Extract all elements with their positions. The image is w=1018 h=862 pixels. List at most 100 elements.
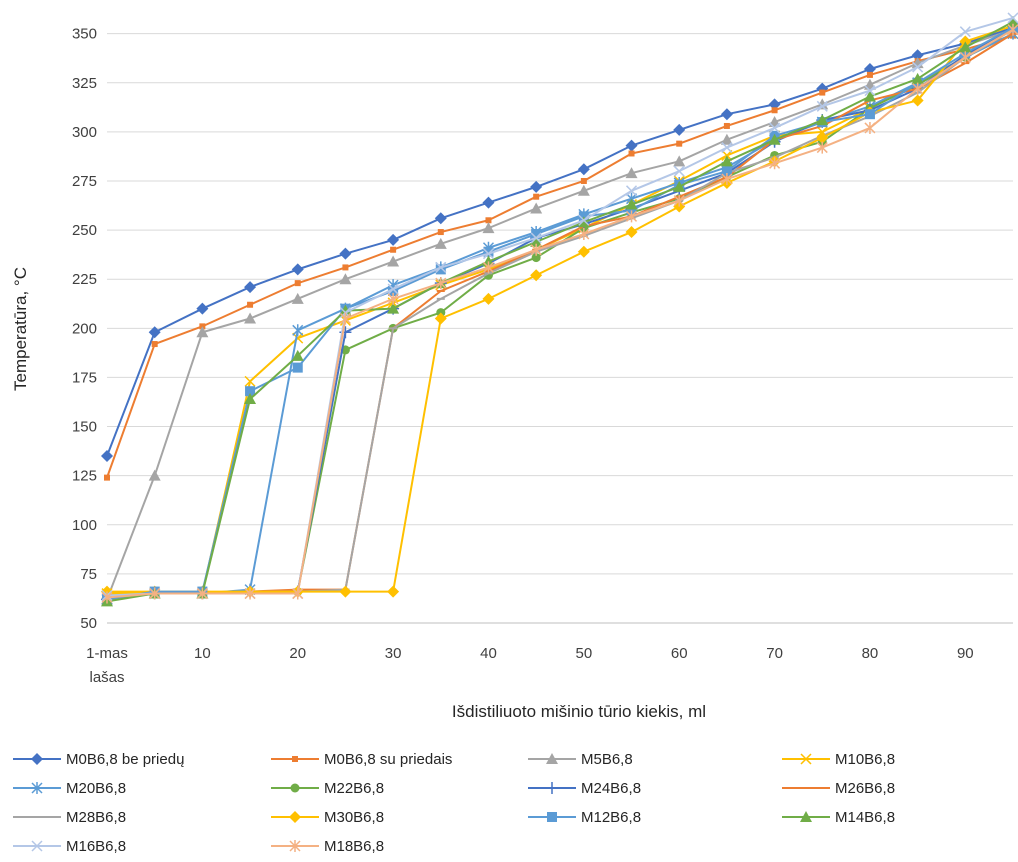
legend-label: M5B6,8: [581, 751, 633, 768]
data-point: [578, 228, 590, 241]
data-point: [577, 216, 590, 228]
y-tick-label: 225: [72, 271, 97, 288]
x-tick-label: 40: [480, 645, 497, 662]
data-point: [244, 312, 257, 324]
data-point: [339, 312, 351, 325]
legend-item: M24B6,8: [528, 780, 641, 797]
data-point: [673, 194, 685, 207]
data-point: [387, 302, 400, 314]
data-point: [435, 261, 447, 273]
series-line: [106, 28, 1014, 601]
data-point: [912, 61, 924, 73]
data-point: [149, 587, 161, 600]
series-13: [101, 23, 1018, 604]
data-point: [530, 243, 542, 256]
y-tick-label: 175: [72, 369, 97, 386]
legend-marker: [800, 753, 812, 765]
y-tick-label: 150: [72, 419, 97, 436]
data-point: [676, 140, 683, 147]
data-point: [673, 155, 686, 167]
legend-label: M26B6,8: [835, 780, 895, 797]
series-line: [106, 32, 1014, 601]
data-point: [530, 269, 543, 282]
x-axis-ticks: 1-mas lašas 10 20 30 40 50 60 70 80 90: [86, 645, 974, 686]
data-point: [530, 202, 543, 214]
series-4: [101, 27, 1018, 606]
data-point: [673, 165, 685, 177]
data-point: [819, 89, 826, 96]
legend-item: M12B6,8: [528, 809, 641, 826]
data-point: [244, 393, 257, 405]
legend-label: M16B6,8: [66, 838, 126, 855]
y-tick-label: 275: [72, 173, 97, 190]
y-tick-label: 75: [80, 566, 97, 583]
data-point: [292, 332, 304, 344]
data-point: [148, 326, 161, 339]
data-point: [292, 587, 304, 600]
legend-item: M0B6,8 su priedais: [271, 751, 452, 768]
series-1: [104, 32, 1016, 481]
data-point: [959, 41, 972, 53]
series-8: [103, 28, 1017, 601]
data-point: [721, 166, 732, 177]
x-tick-label: 30: [385, 645, 402, 662]
legend-label: M22B6,8: [324, 780, 384, 797]
x-tick-label: 90: [957, 645, 974, 662]
x-axis-title: Išdistiliuoto mišinio tūrio kiekis, ml: [452, 702, 706, 721]
data-point: [577, 163, 590, 176]
data-point: [816, 131, 829, 144]
data-point: [625, 198, 638, 210]
data-point: [387, 585, 400, 598]
legend-marker: [31, 753, 43, 765]
x-tick-label: 60: [671, 645, 688, 662]
data-point: [628, 150, 635, 157]
data-point: [531, 253, 541, 263]
legend-item: M20B6,8: [13, 780, 126, 797]
x-tick-label: 70: [766, 645, 783, 662]
data-point: [531, 229, 542, 240]
data-point: [771, 107, 778, 114]
data-point: [720, 155, 733, 167]
y-axis-ticks: 50 75 100 125 150 175 200 225 250 275 300 325 350: [72, 26, 97, 632]
x-tick-label: 50: [575, 645, 592, 662]
data-point: [339, 247, 352, 260]
series-line: [106, 26, 1014, 457]
data-point: [196, 326, 209, 338]
legend-marker: [292, 756, 298, 762]
data-point: [866, 71, 873, 78]
legend-label: M28B6,8: [66, 809, 126, 826]
legend-label: M30B6,8: [324, 809, 384, 826]
y-tick-label: 350: [72, 26, 97, 43]
data-point: [434, 237, 447, 249]
y-tick-label: 250: [72, 222, 97, 239]
data-point: [911, 94, 924, 107]
data-point: [959, 51, 971, 64]
legend-label: M24B6,8: [581, 780, 641, 797]
data-point: [247, 301, 254, 308]
data-point: [482, 196, 495, 209]
y-tick-label: 50: [80, 615, 97, 632]
x-tick-label: 10: [194, 645, 211, 662]
y-tick-label: 200: [72, 320, 97, 337]
data-point: [533, 193, 540, 200]
series-3: [101, 28, 1018, 600]
data-point: [625, 185, 638, 197]
legend-marker: [289, 840, 301, 852]
data-point: [434, 312, 447, 325]
y-axis-title: Temperatūra, °C: [11, 267, 30, 391]
legend-item: M16B6,8: [13, 838, 126, 855]
data-point: [530, 235, 543, 247]
legend-item: M26B6,8: [782, 780, 895, 797]
series-line: [106, 32, 1014, 601]
legend-item: M0B6,8 be priedų: [13, 751, 184, 768]
data-point: [435, 277, 447, 290]
legend-item: M14B6,8: [782, 809, 895, 826]
data-point: [196, 587, 208, 600]
series-line: [106, 28, 1014, 600]
data-point: [1007, 12, 1018, 24]
x-tick-label: 80: [862, 645, 879, 662]
data-point: [482, 261, 495, 274]
data-point: [101, 450, 113, 463]
data-point: [769, 157, 781, 170]
